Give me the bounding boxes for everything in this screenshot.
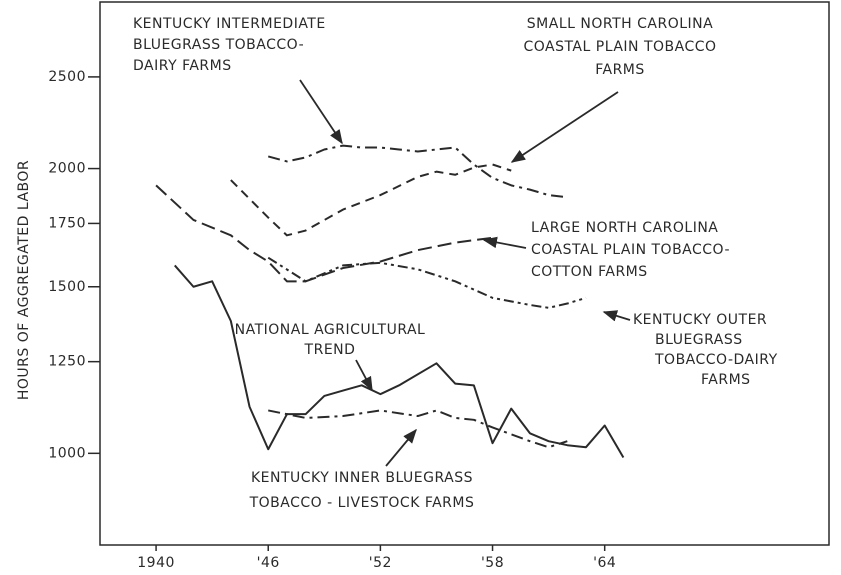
series-line — [268, 409, 568, 449]
annotation: TREND — [304, 342, 356, 358]
annotation-arrow — [355, 359, 373, 392]
annotation: BLUEGRASS TOBACCO- — [133, 37, 304, 53]
series-line — [174, 264, 625, 458]
x-tick-label: '58 — [481, 555, 504, 571]
annotation: COASTAL PLAIN TOBACCO — [523, 39, 716, 55]
annotation-arrow — [385, 428, 417, 467]
annotation-arrow — [482, 236, 527, 249]
annotation: KENTUCKY INTERMEDIATE — [133, 16, 326, 32]
annotation: TOBACCO - LIVESTOCK FARMS — [249, 495, 475, 511]
x-tick-label: '64 — [593, 555, 616, 571]
annotation: KENTUCKY OUTER — [633, 312, 767, 328]
annotation: BLUEGRASS — [655, 332, 743, 348]
annotation-arrow — [510, 91, 619, 163]
y-tick-label: 2500 — [48, 69, 86, 85]
annotation: COASTAL PLAIN TOBACCO- — [531, 242, 730, 258]
y-tick-label: 1000 — [48, 445, 86, 461]
x-tick-label: '52 — [369, 555, 392, 571]
annotation: COTTON FARMS — [531, 264, 648, 280]
y-tick-label: 1250 — [48, 354, 86, 370]
annotation: FARMS — [595, 62, 645, 78]
x-tick-label: '46 — [257, 555, 280, 571]
annotation: LARGE NORTH CAROLINA — [531, 220, 718, 236]
series-line — [267, 256, 587, 309]
annotation: FARMS — [701, 372, 751, 388]
y-axis-label: HOURS OF AGGREGATED LABOR — [16, 160, 32, 400]
annotation: DAIRY FARMS — [133, 58, 232, 74]
annotation: NATIONAL AGRICULTURAL — [235, 322, 426, 338]
plot-frame — [99, 1, 830, 546]
annotation-arrow — [602, 310, 631, 322]
x-tick-label: 1940 — [137, 555, 175, 571]
annotation-arrow — [299, 79, 343, 145]
annotation: SMALL NORTH CAROLINA — [527, 16, 713, 32]
annotation: TOBACCO-DAIRY — [654, 352, 778, 368]
y-tick-label: 2000 — [48, 161, 86, 177]
y-tick-label: 1750 — [48, 215, 86, 231]
y-tick-label: 1500 — [48, 279, 86, 295]
series-line — [155, 184, 493, 283]
annotation: KENTUCKY INNER BLUEGRASS — [251, 470, 473, 486]
series-line — [230, 163, 512, 237]
series-line — [267, 144, 568, 199]
